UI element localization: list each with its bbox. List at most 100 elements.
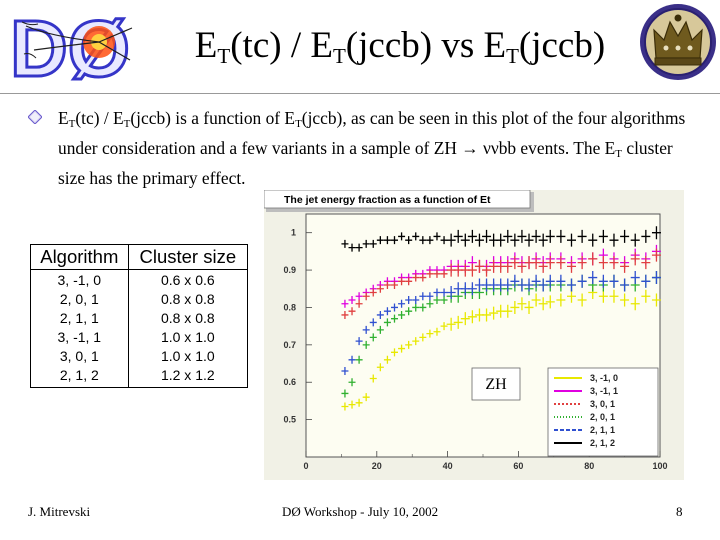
table-cell: 0.8 x 0.8: [127, 289, 249, 308]
zh-annotation-box: [471, 367, 521, 401]
data-point: [467, 310, 477, 324]
crown-seal-logo: [640, 4, 716, 80]
data-point: [341, 239, 349, 248]
plot-series: [341, 226, 661, 411]
jet-energy-plot: The jet energy fraction as a function of…: [264, 190, 684, 480]
data-point: [524, 300, 534, 314]
data-point: [341, 389, 349, 398]
data-point: [405, 277, 413, 286]
data-point: [383, 318, 391, 327]
data-point: [556, 274, 566, 288]
data-point: [446, 233, 456, 247]
data-point: [503, 304, 513, 318]
data-point: [376, 236, 384, 245]
data-point: [641, 256, 651, 270]
data-point: [348, 243, 356, 252]
data-point: [598, 229, 608, 243]
x-tick-label: 0: [303, 461, 308, 471]
table-header-cluster-size: Cluster size: [127, 244, 249, 270]
table-cell: 1.2 x 1.2: [127, 365, 249, 388]
data-point: [651, 271, 661, 285]
data-point: [460, 312, 470, 326]
x-tick-label: 40: [443, 461, 453, 471]
data-point: [630, 252, 640, 266]
plot-title-box: [264, 190, 531, 209]
y-tick-label: 0.7: [283, 340, 296, 350]
table-row: 2, 0, 1 0.8 x 0.8: [30, 289, 249, 308]
data-point: [440, 269, 448, 278]
data-point: [362, 292, 370, 301]
y-tick-label: 0.8: [283, 302, 296, 312]
data-point: [598, 289, 608, 303]
data-point: [609, 256, 619, 270]
table-cell: 2, 1, 1: [30, 308, 129, 327]
data-point: [419, 236, 427, 245]
table-cell: 3, -1, 1: [30, 327, 129, 346]
data-point: [446, 317, 456, 331]
data-point: [510, 300, 520, 314]
data-point: [588, 233, 598, 247]
data-point: [545, 274, 555, 288]
table-cell: 1.0 x 1.0: [127, 346, 249, 365]
x-tick-label: 80: [584, 461, 594, 471]
data-point: [348, 307, 356, 316]
data-point: [433, 295, 441, 304]
data-point: [348, 378, 356, 387]
data-point: [405, 236, 413, 245]
table-row: 2, 1, 1 0.8 x 0.8: [30, 308, 249, 327]
data-point: [482, 308, 492, 322]
data-point: [391, 348, 398, 357]
data-point: [545, 229, 555, 243]
data-point: [341, 367, 349, 376]
x-tick-label: 100: [652, 461, 667, 471]
data-point: [598, 274, 608, 288]
table-cell: 3, 0, 1: [30, 346, 129, 365]
data-point: [426, 299, 434, 308]
table-cell: 0.6 x 0.6: [127, 269, 249, 289]
crown-icon: [653, 14, 703, 66]
particle-event-icon: [21, 21, 133, 61]
data-point: [531, 229, 541, 243]
data-point: [355, 398, 363, 407]
data-point: [355, 337, 363, 346]
zh-annotation: ZH: [485, 376, 507, 393]
data-point: [609, 289, 619, 303]
data-point: [433, 288, 441, 297]
data-point: [489, 306, 499, 320]
data-point: [355, 299, 363, 308]
dzero-logo: DØ: [4, 6, 162, 84]
data-point: [341, 310, 349, 319]
data-point: [355, 355, 363, 364]
data-point: [355, 243, 363, 252]
data-point: [348, 400, 356, 409]
series-group: [341, 226, 661, 252]
data-point: [362, 340, 370, 349]
data-point: [383, 281, 391, 290]
data-point: [355, 292, 363, 301]
legend-label: 2, 1, 1: [590, 425, 615, 435]
data-point: [510, 256, 520, 270]
data-point: [426, 292, 434, 301]
data-point: [474, 259, 484, 273]
data-point: [609, 233, 619, 247]
plot-legend: 3, -1, 0 3, -1, 1 3, 0, 1 2, 0, 1 2, 1, 1 2, …: [554, 373, 618, 448]
data-point: [474, 233, 484, 247]
data-point: [598, 256, 608, 270]
data-point: [433, 327, 441, 336]
data-point: [524, 278, 534, 292]
data-point: [641, 274, 651, 288]
legend-label: 3, 0, 1: [590, 399, 615, 409]
data-point: [577, 256, 587, 270]
data-point: [524, 233, 534, 247]
footer-author: J. Mitrevski: [28, 504, 91, 519]
series-group: [341, 248, 661, 319]
data-point: [567, 233, 576, 247]
data-point: [620, 229, 630, 243]
data-point: [369, 374, 377, 383]
data-point: [630, 271, 640, 285]
data-point: [369, 288, 377, 297]
data-point: [577, 274, 587, 288]
data-point: [383, 236, 391, 245]
legend-label: 2, 0, 1: [590, 412, 615, 422]
data-point: [391, 236, 398, 245]
